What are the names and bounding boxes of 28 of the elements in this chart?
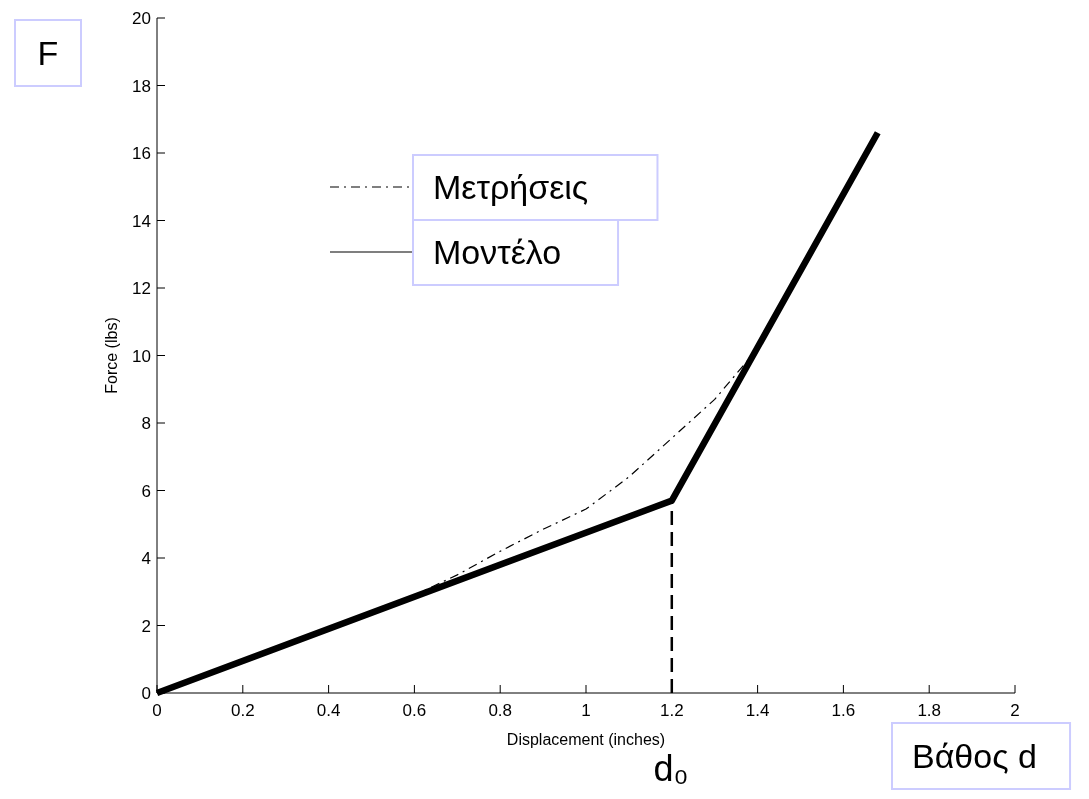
y-tick-label: 14 <box>132 211 151 231</box>
y-axis-title: Force (lbs) <box>103 317 120 394</box>
x-axis-title: Displacement (inches) <box>506 731 666 748</box>
x-tick-label: 0.8 <box>488 701 513 720</box>
text: Βάθος d <box>912 737 1037 775</box>
x-tick-label: 1.4 <box>745 701 770 720</box>
y-tick-label: 4 <box>141 549 151 568</box>
x-tick-label: 2 <box>1010 701 1020 720</box>
x-tick-label: 0.4 <box>316 701 341 720</box>
y-tick-label: 2 <box>141 616 151 636</box>
legend-label: Μετρήσεις <box>433 168 589 206</box>
x-tick-label: 0.2 <box>230 701 255 720</box>
text: d₀ <box>653 748 689 789</box>
y-tick-label: 16 <box>132 144 151 163</box>
legend-label: Μοντέλο <box>433 233 562 271</box>
y-tick-label: 6 <box>141 481 151 501</box>
x-tick-label: 1 <box>581 701 591 720</box>
y-tick-label: 20 <box>132 9 151 28</box>
x-tick-label: 1.2 <box>659 701 684 720</box>
x-tick-label: 1.6 <box>831 701 856 720</box>
x-tick-label: 0.6 <box>402 701 427 720</box>
y-tick-label: 8 <box>141 414 151 433</box>
text: F <box>37 34 59 72</box>
y-tick-label: 10 <box>132 346 151 366</box>
y-tick-label: 0 <box>141 684 151 703</box>
y-tick-label: 18 <box>132 76 151 96</box>
y-tick-label: 12 <box>132 279 151 298</box>
x-tick-label: 1.8 <box>917 701 942 720</box>
